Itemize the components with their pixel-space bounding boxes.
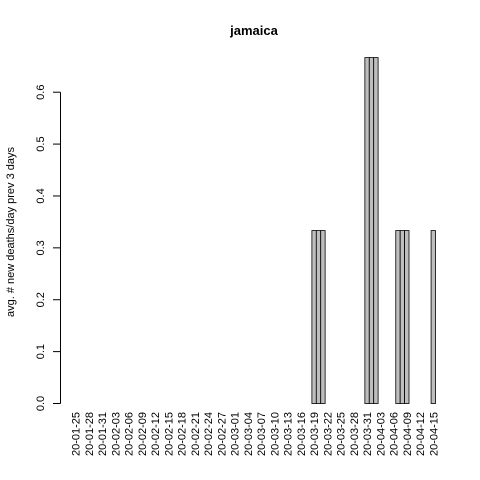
bar-20-04-08 [399, 230, 405, 404]
y-tick-label: 0.0 [35, 396, 47, 411]
x-tick-label: 20-03-22 [322, 412, 334, 456]
x-axis-ticks: 20-01-25 20-01-28 20-01-31 20-02-03 20-02-06… [71, 412, 441, 456]
bar-20-04-02 [373, 57, 379, 404]
x-tick-label: 20-03-01 [230, 412, 242, 456]
y-tick-label: 0.2 [35, 292, 47, 307]
x-tick-label: 20-02-03 [110, 412, 122, 456]
chart-title: jamaica [229, 23, 278, 38]
y-axis-label: avg. # new deaths/day prev 3 days [5, 147, 17, 317]
bar-20-03-31 [364, 57, 370, 404]
x-tick-label: 20-02-18 [177, 412, 189, 456]
x-tick-label: 20-02-06 [124, 412, 136, 456]
y-tick-label: 0.6 [35, 85, 47, 100]
bar-20-03-19 [311, 230, 317, 404]
x-tick-label: 20-04-03 [375, 412, 387, 456]
x-tick-label: 20-03-25 [336, 412, 348, 456]
x-tick-label: 20-01-31 [97, 412, 109, 456]
bars [311, 57, 436, 404]
x-tick-label: 20-04-06 [389, 412, 401, 456]
x-tick-label: 20-04-12 [415, 412, 427, 456]
bar-20-04-07 [395, 230, 401, 404]
x-tick-label: 20-01-25 [71, 412, 83, 456]
bar-20-03-20 [315, 230, 322, 404]
bar-20-04-15 [430, 230, 436, 404]
x-tick-label: 20-02-27 [216, 412, 228, 456]
x-tick-label: 20-03-16 [296, 412, 308, 456]
x-tick-label: 20-04-09 [402, 412, 414, 456]
x-tick-label: 20-03-10 [269, 412, 281, 456]
x-tick-label: 20-03-13 [283, 412, 295, 456]
x-tick-label: 20-03-31 [362, 412, 374, 456]
x-tick-label: 20-02-12 [150, 412, 162, 456]
x-tick-label: 20-02-09 [137, 412, 149, 456]
y-tick-label: 0.1 [35, 344, 47, 359]
x-tick-label: 20-01-28 [84, 412, 96, 456]
x-tick-label: 20-03-07 [256, 412, 268, 456]
x-tick-label: 20-03-19 [309, 412, 321, 456]
y-tick-label: 0.3 [35, 240, 47, 255]
bar-20-04-01 [368, 57, 375, 404]
y-tick-label: 0.4 [35, 188, 47, 203]
x-tick-label: 20-03-04 [243, 412, 255, 456]
bar-20-04-09 [404, 230, 410, 404]
x-tick-label: 20-03-28 [349, 412, 361, 456]
y-tick-label: 0.5 [35, 136, 47, 151]
x-tick-label: 20-02-21 [190, 412, 202, 456]
bar-20-03-21 [320, 230, 326, 404]
x-tick-label: 20-02-24 [203, 412, 215, 456]
x-tick-label: 20-02-15 [163, 412, 175, 456]
y-axis: 0.0 0.1 0.2 0.3 0.4 0.5 0.6 [35, 85, 61, 411]
x-tick-label: 20-04-15 [428, 412, 440, 456]
